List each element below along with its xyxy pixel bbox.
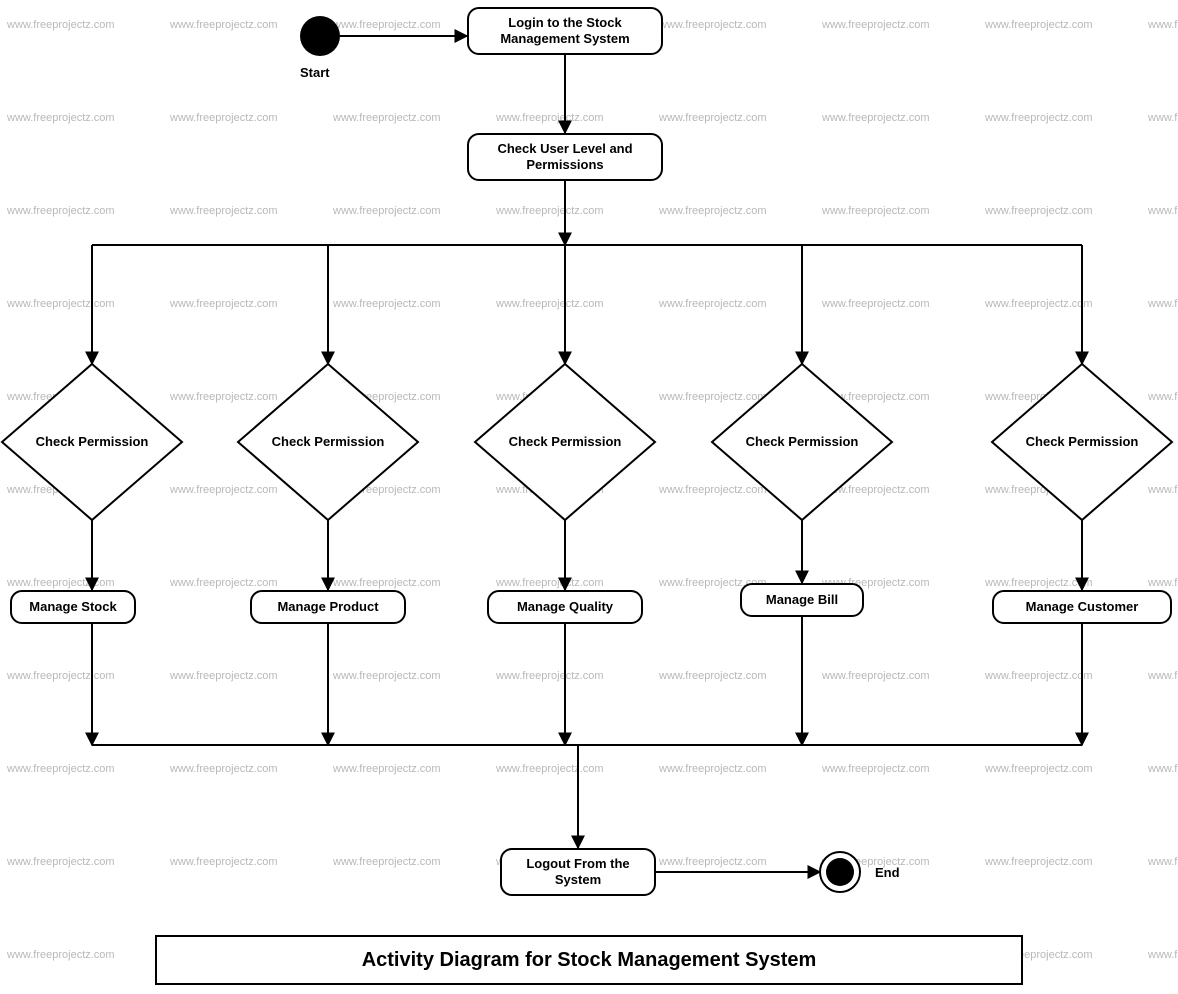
node-check-permissions: Check User Level and Permissions <box>467 133 663 181</box>
diagram-title-text: Activity Diagram for Stock Management Sy… <box>362 949 817 972</box>
node-a4-text: Manage Bill <box>766 592 838 608</box>
decision-1-label: Check Permission <box>32 434 152 450</box>
node-a5-text: Manage Customer <box>1026 599 1139 615</box>
node-check-text: Check User Level and Permissions <box>477 141 653 174</box>
node-a2-text: Manage Product <box>277 599 378 615</box>
node-logout: Logout From the System <box>500 848 656 896</box>
node-login: Login to the Stock Management System <box>467 7 663 55</box>
end-label: End <box>875 865 900 880</box>
decision-3-label: Check Permission <box>505 434 625 450</box>
decision-5-label: Check Permission <box>1022 434 1142 450</box>
node-logout-text: Logout From the System <box>510 856 646 889</box>
node-manage-customer: Manage Customer <box>992 590 1172 624</box>
node-manage-quality: Manage Quality <box>487 590 643 624</box>
diagram-title: Activity Diagram for Stock Management Sy… <box>155 935 1023 985</box>
node-a3-text: Manage Quality <box>517 599 613 615</box>
node-manage-product: Manage Product <box>250 590 406 624</box>
node-login-text: Login to the Stock Management System <box>477 15 653 48</box>
decision-2-label: Check Permission <box>268 434 388 450</box>
node-manage-bill: Manage Bill <box>740 583 864 617</box>
decision-4-label: Check Permission <box>742 434 862 450</box>
start-label: Start <box>300 65 330 80</box>
node-manage-stock: Manage Stock <box>10 590 136 624</box>
node-a1-text: Manage Stock <box>29 599 116 615</box>
